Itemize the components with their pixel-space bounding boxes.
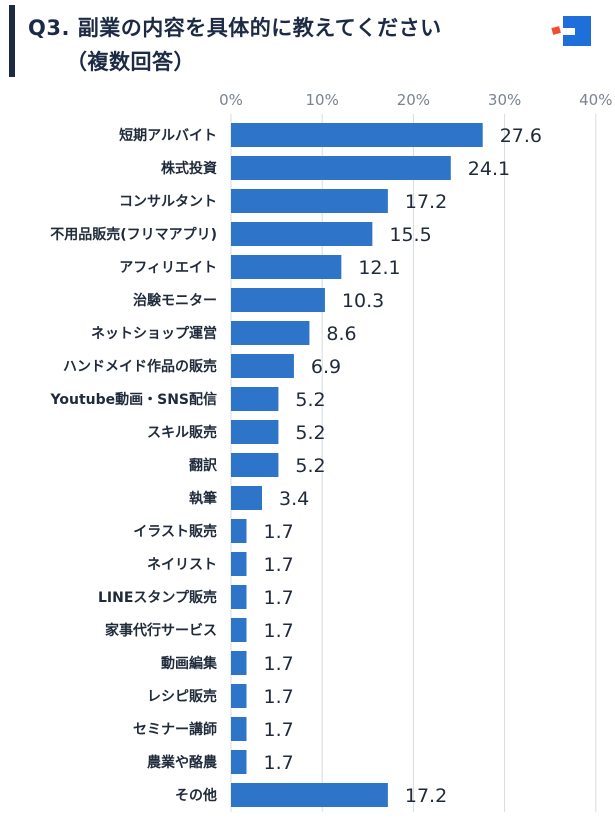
bar <box>231 321 310 345</box>
category-label: 執筆 <box>189 490 217 507</box>
bar <box>231 486 263 510</box>
category-label: イラスト販売 <box>133 523 217 540</box>
bar <box>231 420 279 444</box>
category-label: アフィリエイト <box>119 260 217 276</box>
chart-subtitle: （複数回答） <box>66 50 195 74</box>
brand-logo <box>551 16 591 46</box>
bar <box>231 651 247 675</box>
category-label: 翻訳 <box>189 457 218 474</box>
bar <box>231 618 247 642</box>
bar <box>231 222 373 246</box>
data-label: 6.9 <box>311 356 341 378</box>
bar <box>231 156 451 180</box>
bar <box>231 552 247 576</box>
data-label: 1.7 <box>264 653 294 675</box>
data-label: 12.1 <box>358 257 400 279</box>
data-label: 1.7 <box>264 587 294 609</box>
bar <box>231 519 247 543</box>
bar <box>231 123 483 147</box>
category-label: セミナー講師 <box>133 721 217 738</box>
data-label: 5.2 <box>295 422 325 444</box>
bar <box>231 783 388 807</box>
data-label: 5.2 <box>295 455 325 477</box>
category-label: スキル販売 <box>147 424 217 441</box>
bar <box>231 387 279 411</box>
data-label: 1.7 <box>264 554 294 576</box>
data-label: 3.4 <box>279 488 309 510</box>
category-label: 家事代行サービス <box>105 622 217 639</box>
x-tick-label: 20% <box>397 91 430 109</box>
data-label: 10.3 <box>342 290 384 312</box>
bar <box>231 585 247 609</box>
category-label: コンサルタント <box>119 194 217 210</box>
data-label: 8.6 <box>326 323 356 345</box>
category-label: Youtube動画・SNS配信 <box>50 391 218 408</box>
category-label: ハンドメイド作品の販売 <box>63 358 217 375</box>
x-tick-label: 0% <box>219 91 243 109</box>
data-label: 5.2 <box>295 389 325 411</box>
category-label: 不用品販売(フリマアプリ) <box>50 226 217 243</box>
logo-white-notch <box>563 28 575 35</box>
x-tick-label: 40% <box>579 91 612 109</box>
data-label: 17.2 <box>405 191 447 213</box>
x-tick-label: 30% <box>488 91 521 109</box>
category-label: 株式投資 <box>161 160 217 177</box>
category-label: レシピ販売 <box>147 688 217 705</box>
bar <box>231 255 342 279</box>
category-label: 動画編集 <box>161 655 218 672</box>
data-label: 1.7 <box>264 686 294 708</box>
chart-title: Q3. 副業の内容を具体的に教えてください <box>28 16 442 40</box>
bar <box>231 189 388 213</box>
data-label: 1.7 <box>264 620 294 642</box>
title-accent-bar <box>9 5 15 77</box>
data-label: 1.7 <box>264 719 294 741</box>
bar <box>231 684 247 708</box>
bar <box>231 354 294 378</box>
category-label: 農業や酪農 <box>147 754 217 771</box>
data-label: 1.7 <box>264 752 294 774</box>
bar <box>231 717 247 741</box>
category-label: ネイリスト <box>147 557 217 573</box>
data-label: 1.7 <box>264 521 294 543</box>
category-label: LINEスタンプ販売 <box>98 589 217 606</box>
data-label: 27.6 <box>500 125 542 147</box>
x-tick-label: 10% <box>306 91 339 109</box>
logo-red-mark <box>551 26 561 35</box>
category-label: その他 <box>175 787 217 804</box>
data-label: 15.5 <box>389 224 431 246</box>
category-label: 治験モニター <box>133 292 217 309</box>
data-label: 24.1 <box>468 158 510 180</box>
category-label: 短期アルバイト <box>119 127 217 144</box>
data-label: 17.2 <box>405 785 447 807</box>
bar <box>231 453 279 477</box>
category-label: ネットショップ運営 <box>91 325 217 342</box>
bar <box>231 288 325 312</box>
bar <box>231 750 247 774</box>
